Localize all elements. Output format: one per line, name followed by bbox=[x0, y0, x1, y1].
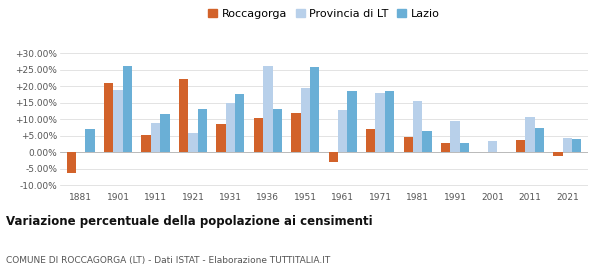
Bar bbox=[451, 121, 460, 152]
Bar bbox=[197, 109, 207, 152]
Bar bbox=[188, 133, 197, 152]
Bar bbox=[263, 66, 272, 152]
Bar bbox=[272, 109, 282, 152]
Bar bbox=[217, 124, 226, 152]
Bar bbox=[113, 90, 123, 152]
Bar bbox=[422, 130, 431, 152]
Bar bbox=[235, 94, 244, 152]
Bar bbox=[301, 88, 310, 152]
Bar bbox=[535, 127, 544, 152]
Bar bbox=[376, 93, 385, 152]
Bar bbox=[151, 123, 160, 152]
Bar bbox=[142, 136, 151, 152]
Bar bbox=[123, 66, 132, 152]
Bar bbox=[460, 143, 469, 152]
Bar bbox=[310, 67, 319, 152]
Bar bbox=[67, 152, 76, 173]
Bar bbox=[366, 129, 376, 152]
Bar bbox=[291, 113, 301, 152]
Bar bbox=[179, 79, 188, 152]
Text: Variazione percentuale della popolazione ai censimenti: Variazione percentuale della popolazione… bbox=[6, 215, 373, 228]
Bar bbox=[347, 91, 357, 152]
Bar bbox=[385, 91, 394, 152]
Legend: Roccagorga, Provincia di LT, Lazio: Roccagorga, Provincia di LT, Lazio bbox=[206, 7, 442, 21]
Bar bbox=[441, 143, 451, 152]
Bar bbox=[525, 116, 535, 152]
Bar bbox=[254, 118, 263, 152]
Bar bbox=[338, 110, 347, 152]
Bar bbox=[413, 101, 422, 152]
Bar bbox=[553, 152, 563, 156]
Text: COMUNE DI ROCCAGORGA (LT) - Dati ISTAT - Elaborazione TUTTITALIA.IT: COMUNE DI ROCCAGORGA (LT) - Dati ISTAT -… bbox=[6, 256, 330, 265]
Bar bbox=[572, 139, 581, 152]
Bar bbox=[488, 141, 497, 152]
Bar bbox=[160, 114, 170, 152]
Bar bbox=[563, 138, 572, 152]
Bar bbox=[104, 83, 113, 152]
Bar bbox=[404, 137, 413, 152]
Bar bbox=[85, 129, 95, 152]
Bar bbox=[516, 140, 525, 152]
Bar bbox=[329, 152, 338, 162]
Bar bbox=[226, 103, 235, 152]
